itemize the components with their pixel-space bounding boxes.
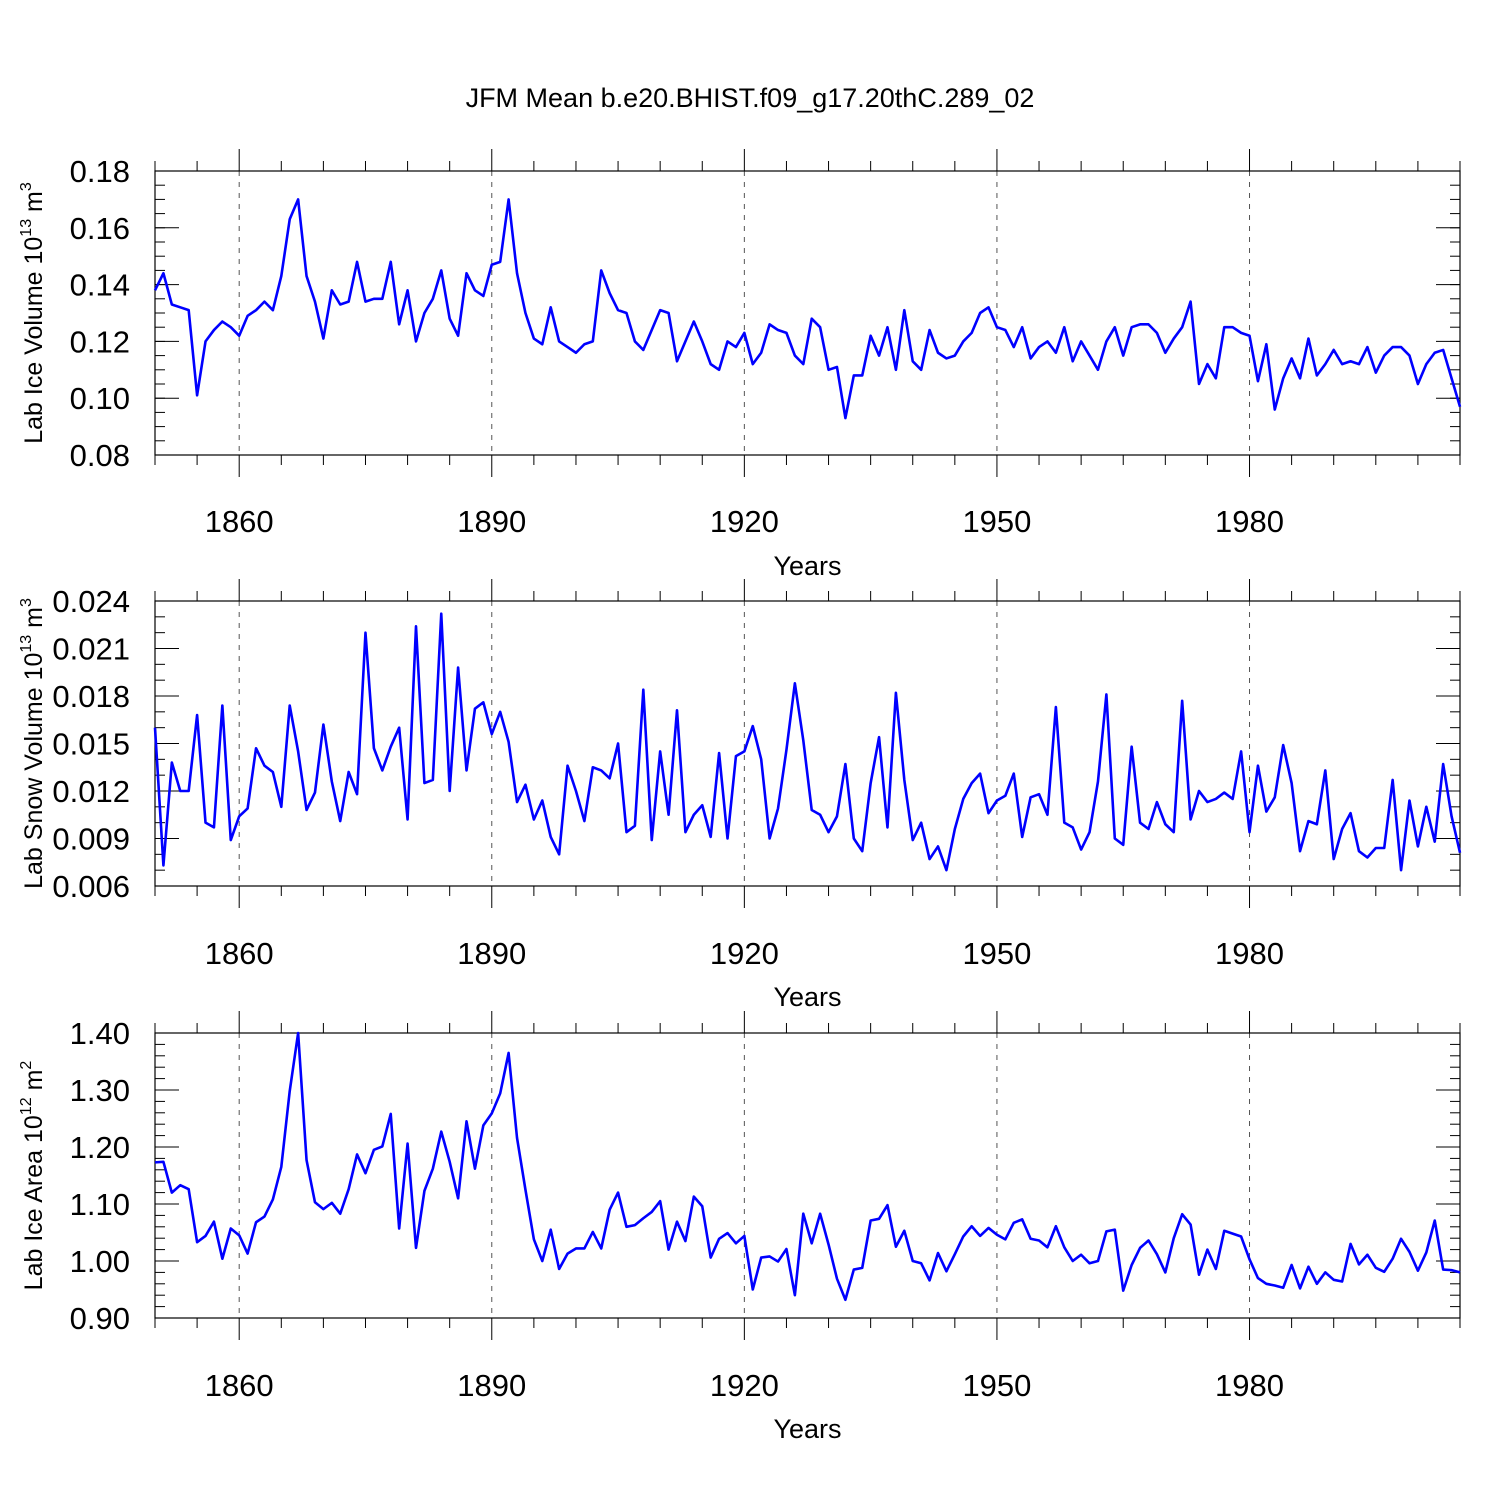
y-tick-label: 0.14 bbox=[70, 268, 130, 303]
series-line bbox=[153, 612, 1462, 872]
y-tick-label: 0.006 bbox=[52, 869, 130, 904]
y-axis-label: Lab Ice Area 1012 m2 bbox=[18, 1061, 48, 1291]
x-tick-label: 1920 bbox=[710, 936, 779, 971]
y-tick-label: 0.08 bbox=[70, 438, 130, 473]
y-axis-label-text: Lab Ice Area 10 bbox=[20, 1115, 48, 1290]
y-axis-label: Lab Ice Volume 1013 m3 bbox=[18, 182, 48, 444]
x-axis-label: Years bbox=[773, 982, 841, 1012]
y-tick-label: 0.16 bbox=[70, 211, 130, 246]
x-tick-label: 1950 bbox=[962, 936, 1031, 971]
x-tick-label: 1980 bbox=[1215, 1368, 1284, 1403]
x-tick-label: 1890 bbox=[457, 936, 526, 971]
x-tick-label: 1950 bbox=[962, 504, 1031, 539]
x-axis-label: Years bbox=[773, 551, 841, 581]
y-tick-label: 0.021 bbox=[52, 632, 130, 667]
y-tick-label: 0.12 bbox=[70, 324, 130, 359]
y-tick-label: 1.20 bbox=[70, 1130, 130, 1165]
series-line bbox=[154, 1031, 1461, 1302]
x-tick-label: 1920 bbox=[710, 1368, 779, 1403]
x-tick-label: 1920 bbox=[710, 504, 779, 539]
x-tick-label: 1860 bbox=[205, 504, 274, 539]
x-tick-label: 1980 bbox=[1215, 504, 1284, 539]
y-tick-label: 0.015 bbox=[52, 727, 130, 762]
x-tick-label: 1980 bbox=[1215, 936, 1284, 971]
y-axis-label-unit: m bbox=[20, 191, 48, 219]
y-axis-label-text: Lab Ice Volume 10 bbox=[20, 237, 48, 444]
y-axis-label: Lab Snow Volume 1013 m3 bbox=[18, 598, 48, 889]
y-tick-label: 0.024 bbox=[52, 584, 130, 619]
x-axis-label: Years bbox=[773, 1414, 841, 1444]
y-tick-label: 1.40 bbox=[70, 1016, 130, 1051]
y-axis-label-exponent: 13 bbox=[18, 635, 35, 653]
y-tick-label: 0.10 bbox=[70, 381, 130, 416]
x-tick-label: 1860 bbox=[205, 1368, 274, 1403]
plot-frame bbox=[154, 600, 1461, 887]
y-tick-label: 1.30 bbox=[70, 1073, 130, 1108]
x-tick-label: 1860 bbox=[205, 936, 274, 971]
figure-title: JFM Mean b.e20.BHIST.f09_g17.20thC.289_0… bbox=[466, 83, 1035, 113]
y-axis-label-unit: m bbox=[20, 1070, 48, 1098]
y-axis-label-exponent: 13 bbox=[18, 219, 35, 237]
x-tick-label: 1950 bbox=[962, 1368, 1031, 1403]
y-tick-label: 0.012 bbox=[52, 774, 130, 809]
plot-frame bbox=[154, 170, 1461, 456]
y-tick-label: 0.009 bbox=[52, 822, 130, 857]
x-tick-label: 1890 bbox=[457, 1368, 526, 1403]
y-axis-label-unit-exponent: 2 bbox=[18, 1061, 35, 1070]
y-axis-label-exponent: 12 bbox=[18, 1097, 35, 1115]
y-axis-label-unit-exponent: 3 bbox=[18, 182, 35, 191]
snow-volume-panel: 0.006 0.009 0.012 0.015 0.018 0.021 0.024 1860 1… bbox=[18, 579, 1462, 1012]
y-axis-label-unit-exponent: 3 bbox=[18, 598, 35, 607]
ice-area-panel: 0.90 1.00 1.10 1.20 1.30 1.40 1860 1890 1920 1950… bbox=[18, 1011, 1461, 1444]
plot-frame bbox=[154, 1032, 1461, 1319]
ice-volume-panel: 0.08 0.10 0.12 0.14 0.16 0.18 1860 1890 1920 1950… bbox=[18, 149, 1462, 581]
series-line bbox=[153, 198, 1462, 420]
y-tick-label: 1.00 bbox=[70, 1244, 130, 1279]
y-tick-label: 1.10 bbox=[70, 1187, 130, 1222]
x-tick-label: 1890 bbox=[457, 504, 526, 539]
y-axis-label-unit: m bbox=[20, 607, 48, 635]
y-axis-label-text: Lab Snow Volume 10 bbox=[20, 653, 48, 889]
y-tick-label: 0.018 bbox=[52, 679, 130, 714]
y-tick-label: 0.18 bbox=[70, 154, 130, 189]
y-tick-label: 0.90 bbox=[70, 1301, 130, 1336]
